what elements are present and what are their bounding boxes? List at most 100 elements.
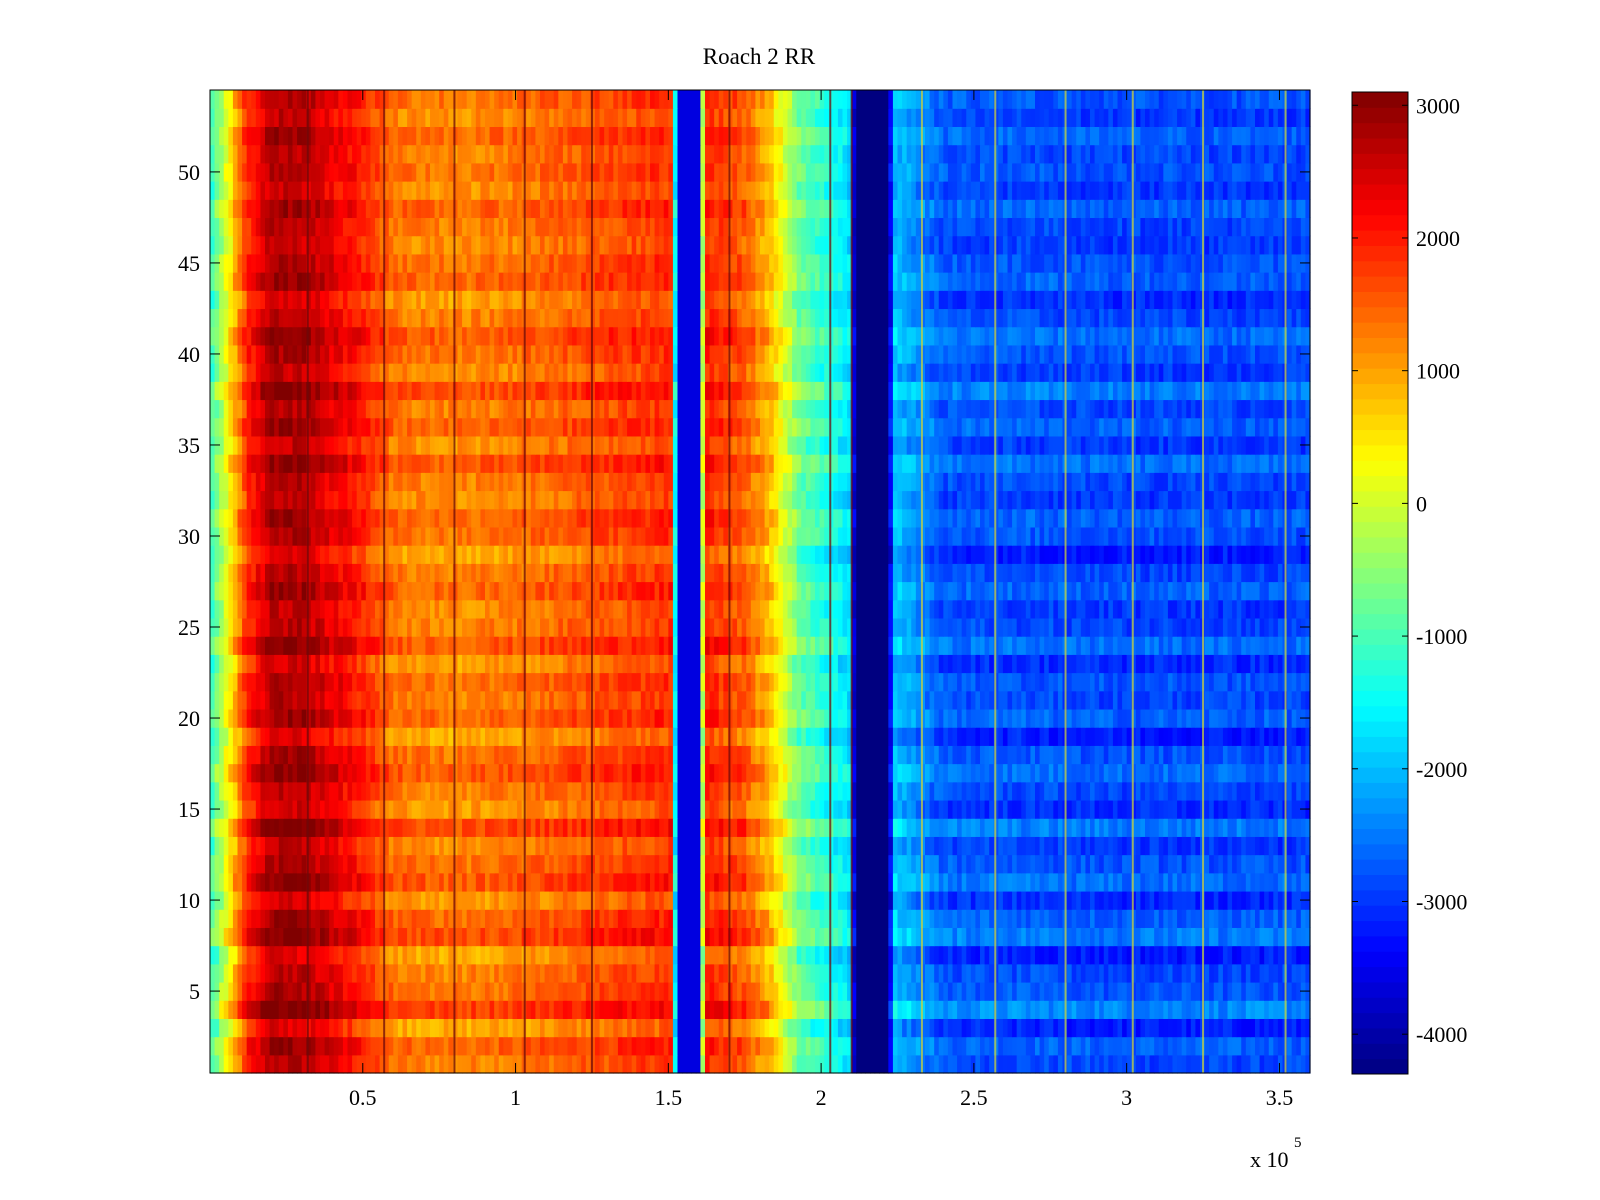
heatmap-cell: [1167, 727, 1174, 746]
heatmap-cell: [998, 708, 1004, 728]
heatmap-cell: [507, 690, 514, 710]
heatmap-cell: [709, 1000, 715, 1019]
heatmap-cell: [1273, 781, 1279, 801]
heatmap-cell: [640, 1036, 647, 1056]
heatmap-cell: [819, 1036, 825, 1056]
heatmap-cell: [320, 1054, 326, 1074]
heatmap-cell: [242, 909, 248, 928]
heatmap-cell: [1177, 799, 1183, 819]
heatmap-cell: [517, 708, 523, 728]
heatmap-cell: [489, 945, 495, 965]
heatmap-cell: [581, 927, 587, 947]
heatmap-cell: [1076, 981, 1082, 1001]
heatmap-cell: [929, 727, 935, 746]
heatmap-cell: [352, 690, 358, 710]
heatmap-cell: [558, 727, 564, 746]
heatmap-cell: [957, 927, 963, 947]
heatmap-cell: [828, 909, 834, 928]
heatmap-cell: [498, 909, 504, 928]
heatmap-cell: [1131, 927, 1137, 947]
heatmap-cell: [975, 872, 981, 892]
heatmap-cell: [590, 1054, 596, 1074]
heatmap-cell: [581, 945, 587, 965]
heatmap-cell: [915, 981, 922, 1001]
heatmap-cell: [599, 927, 605, 947]
heatmap-cell: [1112, 1054, 1119, 1074]
heatmap-cell: [274, 1000, 280, 1019]
heatmap-cell: [338, 708, 344, 728]
heatmap-cell: [1167, 799, 1174, 819]
heatmap-cell: [879, 1036, 885, 1056]
heatmap-cell: [1094, 1000, 1100, 1019]
heatmap-cell: [1067, 745, 1073, 765]
heatmap-cell: [1158, 909, 1164, 928]
heatmap-cell: [787, 799, 793, 819]
heatmap-cell: [737, 1000, 743, 1019]
heatmap-cell: [223, 981, 229, 1001]
heatmap-cell: [746, 945, 752, 965]
heatmap-cell: [677, 963, 683, 983]
heatmap-cell: [732, 854, 738, 874]
heatmap-cell: [214, 690, 220, 710]
heatmap-cell: [347, 745, 353, 765]
heatmap-cell: [989, 945, 995, 965]
heatmap-cell: [659, 799, 665, 819]
heatmap-cell: [604, 1054, 610, 1074]
heatmap-cell: [865, 836, 871, 856]
heatmap-cell: [237, 854, 243, 874]
heatmap-cell: [576, 854, 582, 874]
heatmap-cell: [892, 1036, 899, 1056]
heatmap-cell: [631, 727, 637, 746]
heatmap-cell: [237, 872, 243, 892]
heatmap-cell: [1245, 927, 1252, 947]
heatmap-cell: [934, 799, 940, 819]
heatmap-cell: [1080, 708, 1087, 728]
heatmap-cell: [462, 836, 468, 856]
heatmap-cell: [411, 818, 417, 837]
heatmap-cell: [1154, 1054, 1160, 1074]
heatmap-cell: [892, 1054, 899, 1074]
heatmap-cell: [604, 836, 610, 856]
heatmap-cell: [1149, 1000, 1155, 1019]
heatmap-cell: [952, 890, 958, 910]
heatmap-cell: [265, 1018, 271, 1038]
heatmap-cell: [672, 818, 679, 837]
heatmap-cell: [407, 927, 413, 947]
heatmap-cell: [1108, 872, 1114, 892]
heatmap-cell: [342, 963, 349, 983]
heatmap-cell: [388, 745, 394, 765]
heatmap-cell: [989, 727, 995, 746]
heatmap-cell: [828, 854, 834, 874]
heatmap-cell: [984, 836, 990, 856]
heatmap-cell: [402, 981, 408, 1001]
heatmap-cell: [1007, 727, 1013, 746]
heatmap-cell: [847, 781, 853, 801]
heatmap-cell: [943, 727, 949, 746]
heatmap-cell: [837, 690, 844, 710]
heatmap-cell: [457, 1036, 463, 1056]
heatmap-cell: [663, 1054, 669, 1074]
heatmap-cell: [1291, 781, 1297, 801]
heatmap-cell: [925, 854, 931, 874]
heatmap-cell: [1213, 1054, 1219, 1074]
heatmap-cell: [668, 818, 674, 837]
heatmap-cell: [214, 1054, 220, 1074]
heatmap-cell: [947, 872, 954, 892]
heatmap-cell: [1154, 836, 1160, 856]
heatmap-cell: [833, 927, 839, 947]
heatmap-cell: [356, 909, 362, 928]
heatmap-cell: [242, 927, 248, 947]
heatmap-cell: [1140, 981, 1146, 1001]
heatmap-cell: [1126, 763, 1132, 783]
heatmap-cell: [952, 708, 958, 728]
heatmap-cell: [654, 927, 660, 947]
heatmap-cell: [1103, 890, 1109, 910]
heatmap-cell: [1135, 963, 1142, 983]
heatmap-cell: [214, 1000, 220, 1019]
heatmap-cell: [1016, 781, 1022, 801]
heatmap-cell: [1071, 854, 1077, 874]
heatmap-cell: [457, 727, 463, 746]
heatmap-cell: [485, 872, 491, 892]
heatmap-cell: [1071, 818, 1077, 837]
heatmap-cell: [260, 909, 266, 928]
